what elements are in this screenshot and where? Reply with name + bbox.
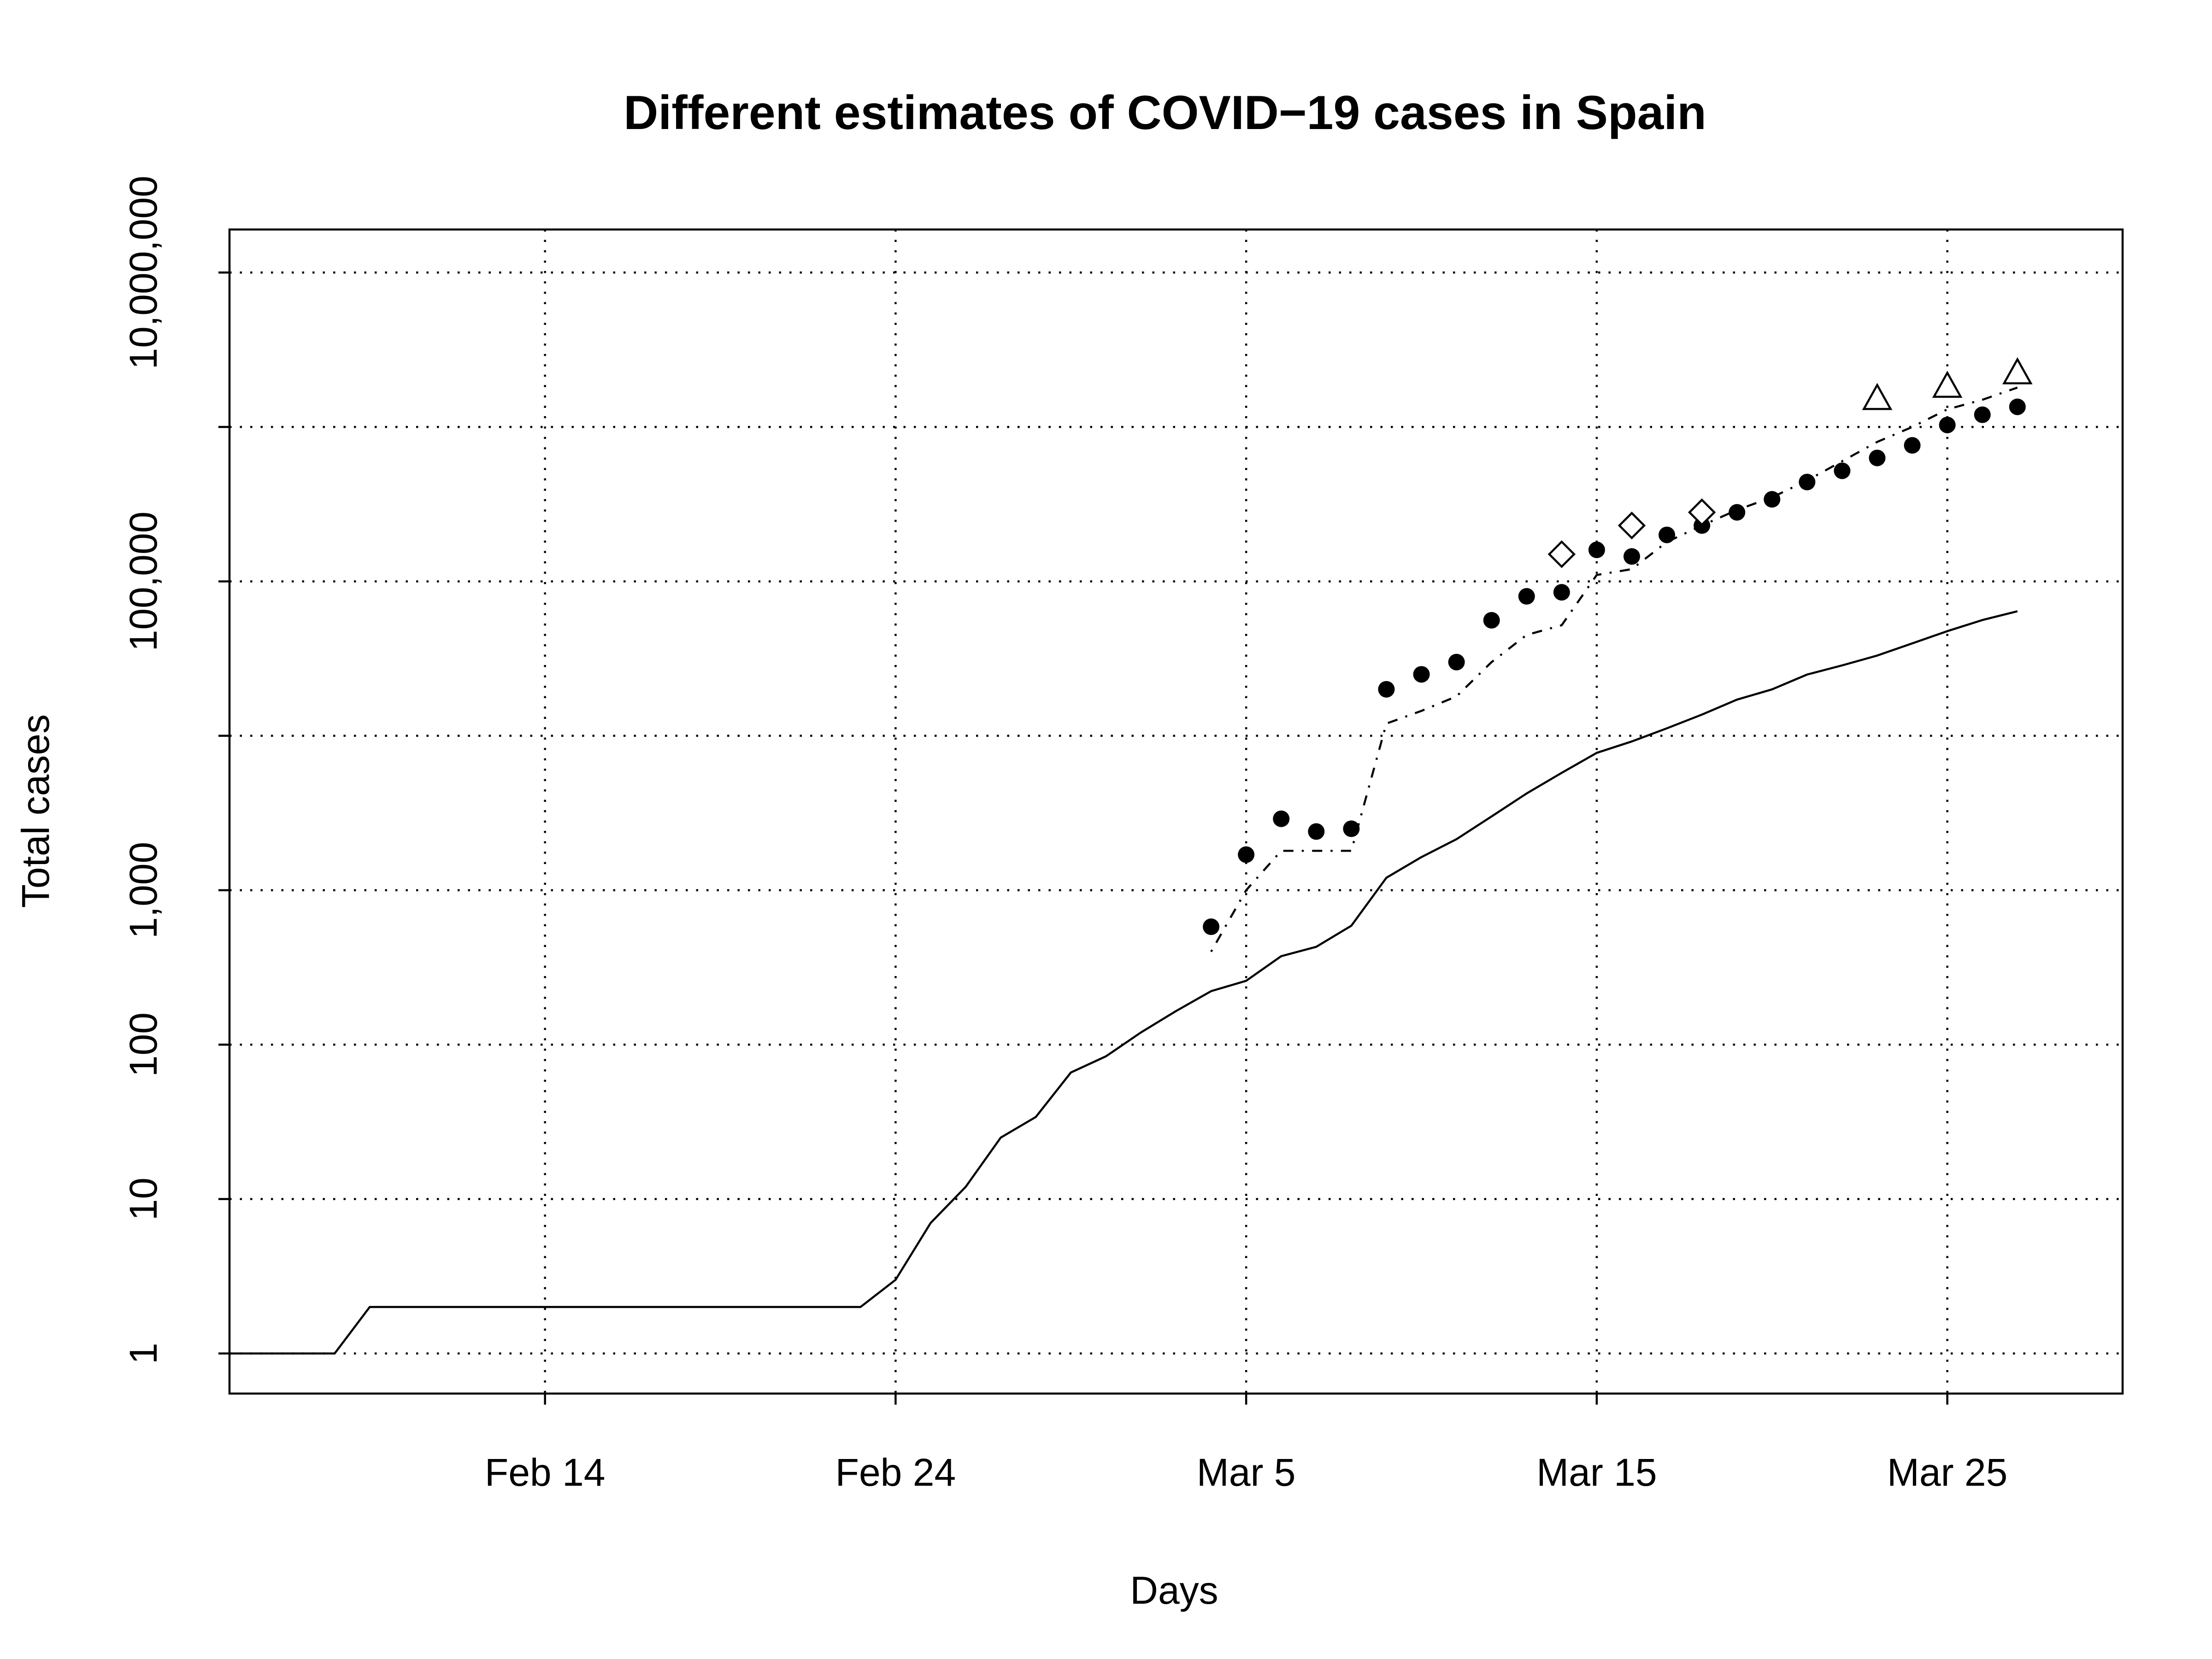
estimated-cases-line <box>1210 386 2018 953</box>
data-point-circle <box>1448 653 1465 671</box>
data-point-circle <box>1378 681 1395 698</box>
x-tick-label: Mar 15 <box>1536 1451 1657 1494</box>
data-point-circle <box>1729 504 1746 521</box>
y-tick-label: 10 <box>122 1177 165 1220</box>
axes: Feb 14 Feb 24 Mar 5 Mar 15 Mar 25 1 10 100 1,000… <box>122 176 2007 1494</box>
confirmed-cases-line <box>229 610 2018 1355</box>
data-point-circle <box>1203 918 1220 935</box>
data-point-triangle <box>2002 357 2033 385</box>
data-point-circle <box>2009 398 2026 415</box>
x-tick-label: Feb 14 <box>485 1451 606 1494</box>
data-point-triangle <box>1932 371 1963 398</box>
y-tick-label: 100 <box>122 1012 165 1077</box>
y-tick-label: 100,000 <box>122 512 165 652</box>
data-point-circle <box>1343 820 1360 837</box>
plot-frame <box>228 228 2124 1395</box>
data-point-circle <box>1413 666 1430 683</box>
data-point-circle <box>1904 437 1921 454</box>
chart-title: Different estimates of COVID−19 cases in… <box>624 86 1706 140</box>
data-point-circle <box>1273 810 1290 827</box>
y-axis-label: Total cases <box>14 714 57 908</box>
data-point-circle <box>1659 526 1676 543</box>
x-tick-label: Mar 25 <box>1887 1451 2007 1494</box>
data-point-circle <box>1623 548 1640 565</box>
data-point-diamond <box>1688 498 1716 526</box>
y-tick-label: 10,000,000 <box>122 176 165 369</box>
data-point-circle <box>1764 491 1781 508</box>
gridlines <box>229 229 2123 1394</box>
y-tick-label: 1 <box>122 1343 165 1365</box>
data-point-triangle <box>1862 382 1893 410</box>
data-point-circle <box>1518 588 1535 605</box>
x-tick-label: Feb 24 <box>835 1451 956 1494</box>
plot-area <box>229 357 2033 1355</box>
x-axis-label: Days <box>1130 1569 1218 1612</box>
data-point-circle <box>1974 406 1991 423</box>
data-point-circle <box>1238 846 1255 863</box>
data-point-circle <box>1308 823 1325 840</box>
data-point-circle <box>1939 417 1956 434</box>
x-tick-label: Mar 5 <box>1197 1451 1296 1494</box>
data-point-circle <box>1483 612 1500 629</box>
data-point-circle <box>1553 584 1570 601</box>
y-tick-label: 1,000 <box>122 842 165 939</box>
data-point-circle <box>1799 473 1816 490</box>
data-point-diamond <box>1618 512 1646 540</box>
data-point-circle <box>1834 462 1851 479</box>
data-point-diamond <box>1547 540 1576 568</box>
data-point-circle <box>1869 449 1886 466</box>
data-point-circle <box>1588 541 1605 559</box>
